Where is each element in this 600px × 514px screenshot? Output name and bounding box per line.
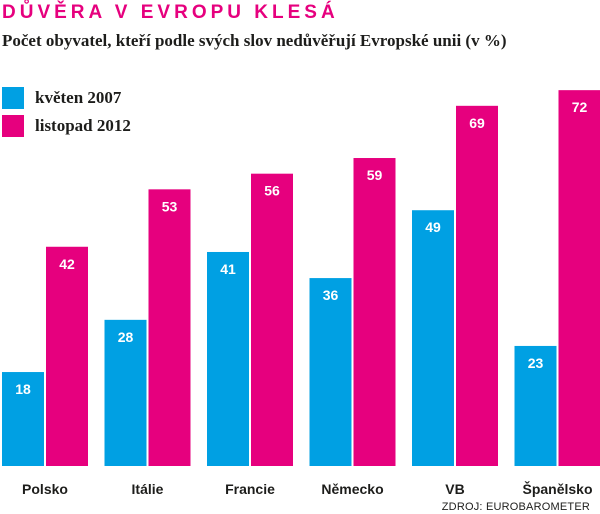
x-tick-label-vb: VB <box>445 481 464 497</box>
data-label-španělsko-series-2: 72 <box>572 99 588 115</box>
bar-itálie-series-2 <box>148 189 191 466</box>
bar-francie-series-1 <box>207 251 249 466</box>
bar-itálie-series-1 <box>104 319 147 466</box>
data-label-francie-series-2: 56 <box>264 183 280 199</box>
data-label-polsko-series-1: 18 <box>15 381 31 397</box>
source-note: ZDROJ: EUROBAROMETER <box>441 501 590 513</box>
bar-vb-series-1 <box>412 210 454 466</box>
legend-item-series-1: květen 2007 <box>2 87 131 109</box>
data-label-itálie-series-2: 53 <box>162 198 178 214</box>
data-label-vb-series-1: 49 <box>425 219 441 235</box>
legend-swatch-series-1 <box>2 87 24 109</box>
bar-polsko-series-2 <box>46 246 88 466</box>
data-label-španělsko-series-1: 23 <box>528 355 544 371</box>
bar-španělsko-series-1 <box>514 345 557 466</box>
chart-subtitle: Počet obyvatel, kteří podle svých slov n… <box>2 31 507 50</box>
bar-španělsko-series-2 <box>558 90 600 466</box>
chart-title: DŮVĚRA V EVROPU KLESÁ <box>2 2 339 23</box>
data-label-polsko-series-2: 42 <box>59 256 75 272</box>
bar-německo-series-2 <box>353 158 396 466</box>
bar-francie-series-2 <box>251 173 293 466</box>
data-label-německo-series-2: 59 <box>367 167 383 183</box>
legend: květen 2007 listopad 2012 <box>2 87 131 143</box>
legend-label-series-2: listopad 2012 <box>35 116 131 135</box>
legend-label-series-1: květen 2007 <box>35 88 122 107</box>
data-label-německo-series-1: 36 <box>323 287 339 303</box>
x-tick-label-polsko: Polsko <box>22 481 68 497</box>
x-tick-label-německo: Německo <box>321 481 383 497</box>
x-tick-label-španělsko: Španělsko <box>522 480 592 497</box>
bar-německo-series-1 <box>309 278 352 466</box>
bar-vb-series-2 <box>456 105 498 466</box>
data-label-vb-series-2: 69 <box>469 115 485 131</box>
x-tick-label-francie: Francie <box>225 481 275 497</box>
x-tick-label-itálie: Itálie <box>132 481 164 497</box>
data-label-francie-series-1: 41 <box>220 261 236 277</box>
legend-swatch-series-2 <box>2 115 24 137</box>
legend-item-series-2: listopad 2012 <box>2 115 131 137</box>
bar-polsko-series-1 <box>2 372 44 466</box>
data-label-itálie-series-1: 28 <box>118 329 134 345</box>
